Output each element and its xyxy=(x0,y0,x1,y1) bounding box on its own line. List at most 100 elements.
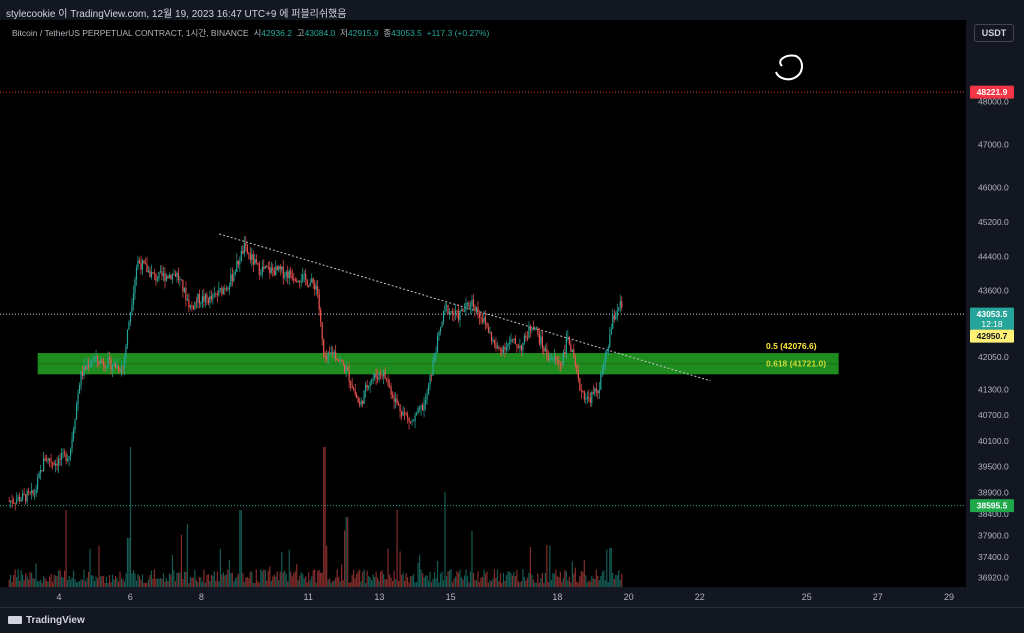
price-chart[interactable]: 0.5 (42076.6) 0.618 (41721.0) 48000.0 4700… xyxy=(0,20,1024,607)
candle-body xyxy=(177,272,180,280)
candle-body xyxy=(391,394,394,397)
candle-body xyxy=(598,389,600,394)
volume-bar xyxy=(13,575,15,587)
candle-body xyxy=(393,396,395,402)
volume-bar xyxy=(159,578,162,587)
candle-body xyxy=(510,339,512,343)
volume-bar xyxy=(192,577,194,587)
candle-body xyxy=(466,302,469,304)
candle-body xyxy=(95,355,97,359)
volume-bar xyxy=(140,579,142,587)
volume-bar xyxy=(406,577,409,587)
candle-body xyxy=(72,429,75,439)
volume-bar xyxy=(107,582,109,587)
candle-body xyxy=(615,316,617,320)
volume-bar xyxy=(571,561,573,587)
volume-bar xyxy=(391,580,394,587)
publish-bar: stylecookie 이 TradingView.com, 12월 19, 2… xyxy=(0,0,1024,20)
volume-bar xyxy=(532,579,534,587)
candle-body xyxy=(547,356,549,360)
volume-bar xyxy=(402,572,404,587)
volume-bar xyxy=(249,571,251,587)
volume-bar xyxy=(132,569,135,587)
volume-bar xyxy=(246,577,248,587)
candle-body xyxy=(239,261,241,265)
volume-bar xyxy=(222,572,224,587)
candle-body xyxy=(87,364,90,368)
volume-bar xyxy=(357,571,359,587)
candle-body xyxy=(80,371,82,386)
candle-body xyxy=(540,336,542,344)
candle-body xyxy=(472,299,475,306)
volume-bar xyxy=(35,563,37,587)
tradingview-logo[interactable]: TradingView xyxy=(8,615,85,626)
volume-bar xyxy=(501,582,503,587)
candle-body xyxy=(498,346,500,349)
candle-body xyxy=(375,373,377,378)
volume-bar xyxy=(520,581,523,587)
volume-bar xyxy=(245,577,247,587)
volume-bar xyxy=(54,575,57,587)
candle-body xyxy=(534,329,536,331)
candle-body xyxy=(396,398,398,404)
yellow-price-tag-bg xyxy=(970,329,1014,343)
candle-body xyxy=(400,411,403,416)
volume-bar xyxy=(83,569,85,587)
candle-body xyxy=(32,490,34,495)
volume-bar xyxy=(26,576,28,587)
volume-bar xyxy=(284,570,286,587)
volume-bar xyxy=(102,576,105,587)
candle-body xyxy=(438,331,440,337)
volume-bar xyxy=(483,569,485,587)
volume-bar xyxy=(468,582,470,587)
candle-body xyxy=(487,327,490,333)
candle-body xyxy=(288,270,290,279)
volume-bar xyxy=(80,579,82,587)
volume-bar xyxy=(601,571,603,587)
candle-body xyxy=(520,345,523,351)
volume-bar xyxy=(318,570,320,587)
volume-bar xyxy=(403,580,406,587)
currency-unit-button[interactable]: USDT xyxy=(974,24,1014,42)
volume-bar xyxy=(156,578,159,587)
volume-bar xyxy=(14,569,16,587)
candle-body xyxy=(302,274,304,282)
volume-bar xyxy=(444,491,446,587)
price-tick-label: 40700.0 xyxy=(978,410,1009,420)
candle-body xyxy=(387,379,389,386)
candle-body xyxy=(195,301,197,303)
volume-bar xyxy=(34,578,36,587)
volume-bar xyxy=(418,554,421,587)
candle-body xyxy=(260,274,262,276)
close-label: 종 xyxy=(383,28,392,38)
price-tick-label: 48000.0 xyxy=(978,97,1009,107)
candle-body xyxy=(255,258,257,264)
candle-body xyxy=(583,391,585,400)
volume-bar xyxy=(441,571,443,587)
candle-body xyxy=(613,315,615,320)
volume-bar xyxy=(526,577,529,587)
candle-body xyxy=(65,453,67,462)
volume-bar xyxy=(191,578,193,587)
candle-body xyxy=(496,346,499,349)
candle-body xyxy=(451,311,454,314)
candle-body xyxy=(377,377,379,380)
candle-body xyxy=(450,311,452,313)
volume-bar xyxy=(417,562,419,587)
candle-body xyxy=(465,302,467,311)
candle-body xyxy=(333,351,335,354)
candle-body xyxy=(62,452,64,454)
volume-bar xyxy=(213,571,215,587)
volume-bar xyxy=(547,582,549,587)
candle-body xyxy=(448,312,451,315)
volume-bar xyxy=(321,572,323,587)
time-tick-label: 13 xyxy=(374,592,384,602)
volume-bar xyxy=(186,524,188,587)
volume-bar xyxy=(564,570,566,587)
candle-body xyxy=(222,288,224,295)
volume-bar xyxy=(574,567,576,587)
candle-body xyxy=(138,260,141,264)
candle-body xyxy=(51,462,54,464)
candle-body xyxy=(122,367,124,369)
volume-bar xyxy=(167,580,169,587)
